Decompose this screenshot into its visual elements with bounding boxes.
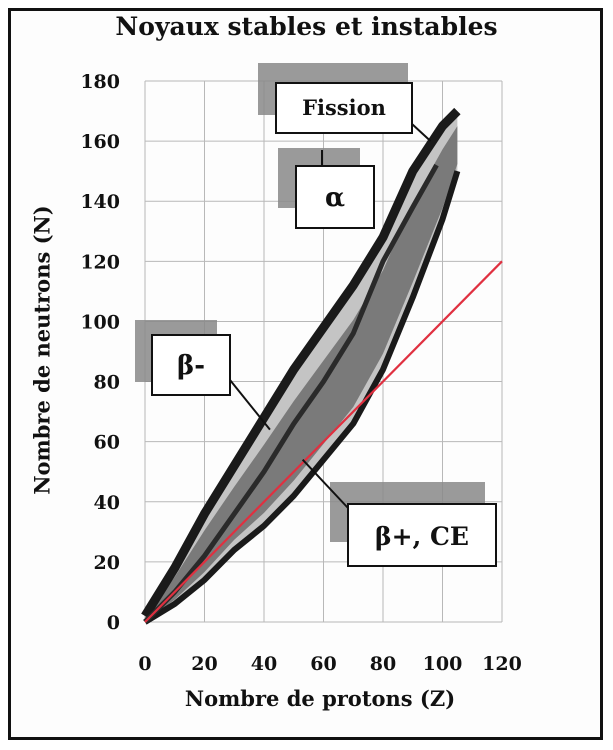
y-tick-label: 140 — [80, 191, 120, 213]
n-equals-z-line — [144, 260, 503, 623]
x-tick-label: 20 — [191, 653, 217, 675]
annotation-label-beta-minus: β- — [177, 351, 205, 381]
y-tick-label: 20 — [94, 552, 120, 574]
y-tick-label: 160 — [80, 131, 120, 153]
annotation-label-fission: Fission — [302, 95, 386, 120]
x-tick-label: 120 — [482, 653, 522, 675]
annotation-box-alpha — [295, 165, 375, 229]
y-tick-label: 40 — [94, 492, 120, 514]
y-tick-label: 100 — [80, 311, 120, 333]
annotation-pointer-fission — [411, 123, 432, 142]
y-tick-label: 180 — [80, 71, 120, 93]
annotations: Fission α β-β+, CE — [151, 82, 497, 567]
annotation-label-alpha: α — [325, 183, 345, 213]
x-tick-label: 100 — [423, 653, 463, 675]
x-axis-label: Nombre de protons (Z) — [184, 686, 456, 711]
reference-line — [144, 260, 503, 623]
annotation-pointer-beta-plus — [301, 459, 349, 509]
chart-title: Noyaux stables et instables — [115, 12, 498, 41]
x-tick-label: 80 — [370, 653, 396, 675]
y-tick-label: 80 — [94, 372, 120, 394]
annotation-box-beta-minus — [151, 334, 231, 396]
tick-labels: 0 20 40 60 80 100 120 0 20 40 60 80 100 120 140 160 180 — [80, 71, 522, 675]
nuclide-band — [141, 107, 461, 625]
x-tick-label: 0 — [138, 653, 151, 675]
annotation-box-fission — [275, 82, 413, 134]
annotation-label-beta-plus: β+, CE — [375, 522, 469, 551]
y-tick-label: 0 — [107, 612, 120, 634]
stability-valley — [143, 163, 439, 624]
x-tick-label: 60 — [310, 653, 336, 675]
band-edge-lower — [143, 170, 461, 625]
y-tick-label: 60 — [94, 432, 120, 454]
annotation-pointer-beta-minus — [229, 379, 271, 431]
band-edge-upper — [141, 107, 461, 619]
x-tick-label: 40 — [251, 653, 277, 675]
y-tick-label: 120 — [80, 251, 120, 273]
annotation-box-beta-plus — [347, 503, 497, 567]
